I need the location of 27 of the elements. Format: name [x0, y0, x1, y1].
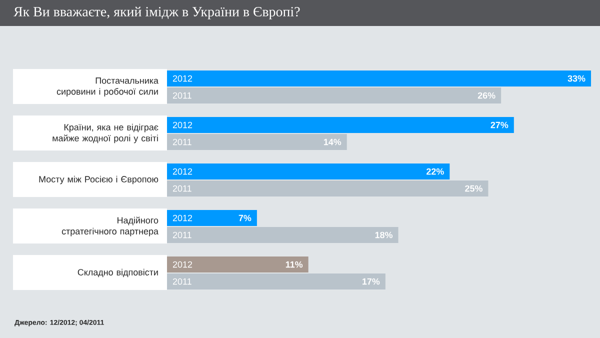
data-label: 25% — [465, 185, 482, 192]
data-label: 14% — [324, 138, 342, 146]
data-label: 27% — [490, 122, 508, 128]
series-label: 2012 — [172, 75, 192, 82]
text: 2011 — [172, 185, 192, 192]
data-label: 18% — [375, 232, 393, 238]
data-label: 17% — [362, 278, 380, 285]
y-tick-label: Надійного стратегічного партнера — [62, 216, 158, 236]
y-tick-label: Країни, яка не відіграє майже жодної ролі у світі — [52, 124, 158, 144]
y-tick-label: Мосту між Росією і Європою — [39, 176, 158, 184]
text: 2011 — [172, 138, 192, 146]
text: 2012 — [172, 214, 192, 222]
data-label: 26% — [478, 92, 496, 99]
series-label: 2011 — [172, 92, 192, 99]
text: 2012 — [172, 122, 192, 128]
data-label: 7% — [238, 214, 252, 222]
text: 2012 — [172, 261, 192, 268]
text: 2011 — [172, 278, 192, 285]
y-tick-label: Складно відповісти — [78, 268, 158, 278]
chart-title: Як Ви вважаєте, який імідж в України в Європі? — [14, 6, 300, 20]
bar — [167, 210, 257, 226]
y-tick-label: Постачальника сировини і робочої сили — [56, 78, 158, 96]
text: 2011 — [172, 232, 192, 238]
text: 2012 — [172, 168, 192, 175]
data-label: 22% — [426, 168, 444, 175]
data-label: 11% — [286, 261, 303, 268]
data-label: 33% — [568, 75, 586, 82]
